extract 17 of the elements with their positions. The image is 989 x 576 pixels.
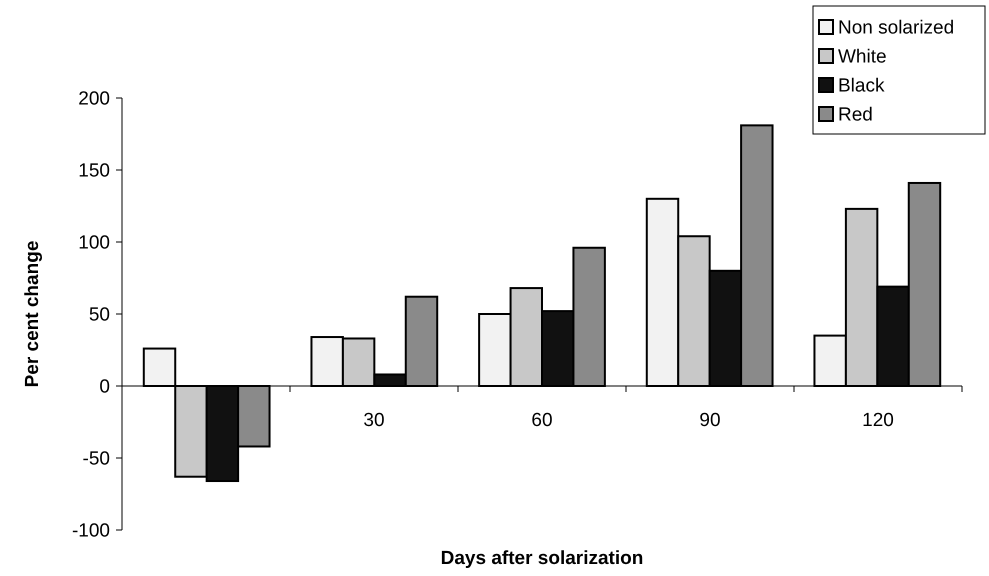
x-tick-label: 90: [699, 410, 721, 431]
x-axis-title: Days after solarization: [440, 548, 644, 569]
y-tick-label: -50: [82, 448, 110, 470]
y-tick-label: 0: [99, 376, 110, 398]
legend-label: White: [838, 46, 887, 68]
y-tick-label: 100: [78, 232, 110, 254]
y-axis-title: Per cent change: [22, 240, 43, 388]
y-tick-label: 200: [78, 88, 110, 110]
x-tick-label: 120: [862, 410, 894, 431]
legend-label: Non solarized: [838, 18, 954, 39]
legend-label: Red: [838, 104, 873, 126]
x-tick-label: 30: [363, 410, 385, 431]
y-tick-label: 150: [78, 160, 110, 182]
x-tick-label: 60: [531, 410, 553, 431]
legend-label: Black: [838, 76, 885, 97]
y-tick-label: 50: [88, 304, 110, 326]
y-tick-label: -100: [72, 520, 110, 542]
